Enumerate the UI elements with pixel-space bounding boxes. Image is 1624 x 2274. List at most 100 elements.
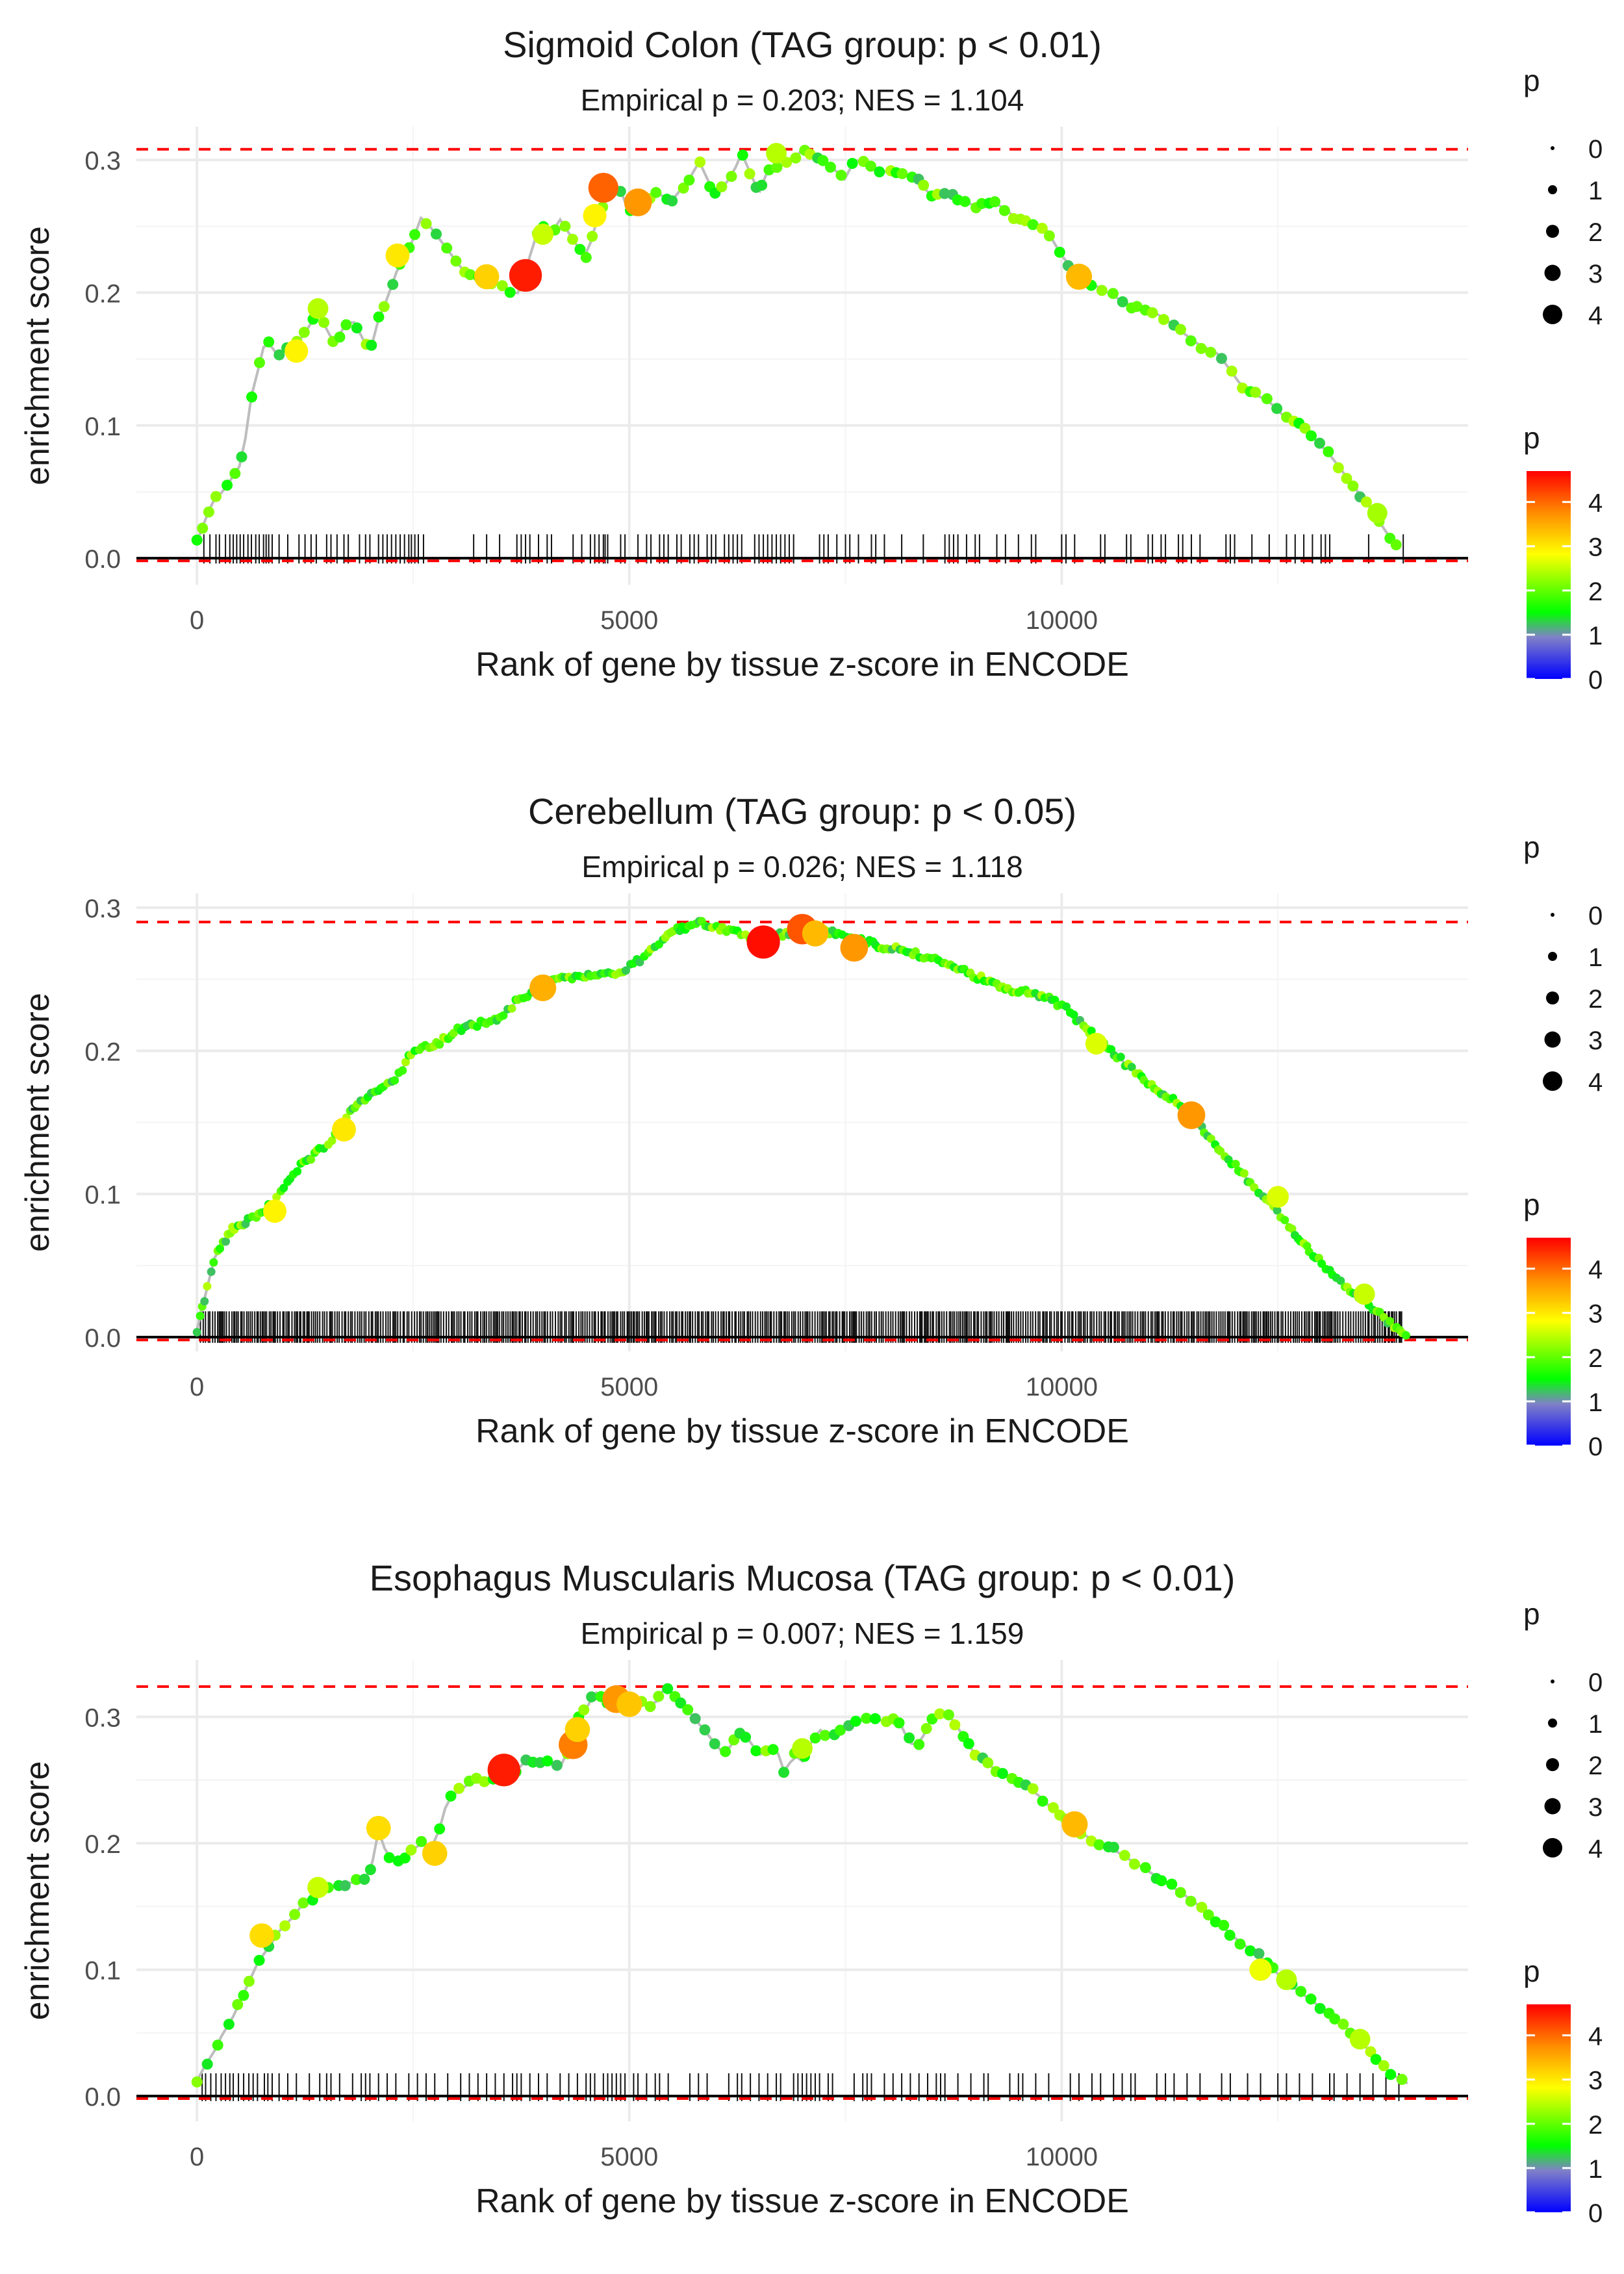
y-axis-label: enrichment score: [19, 1761, 57, 2021]
hit-point: [191, 534, 203, 546]
hit-point-large: [766, 142, 787, 164]
hit-point-large: [474, 264, 500, 290]
hit-point: [1288, 1224, 1297, 1233]
hit-point: [1037, 1795, 1048, 1807]
size-legend-title: p: [1523, 830, 1540, 864]
hit-point: [1314, 2002, 1326, 2014]
hit-point: [1205, 346, 1217, 358]
color-legend-label: 1: [1588, 1388, 1603, 1417]
x-axis-label: Rank of gene by tissue z-score in ENCODE: [476, 2182, 1129, 2220]
hit-point-large: [792, 1738, 813, 1759]
hit-point: [416, 1835, 427, 1847]
hit-point-large: [588, 172, 618, 203]
chart-subtitle: Empirical p = 0.007; NES = 1.159: [581, 1616, 1024, 1650]
hit-point: [1147, 307, 1158, 318]
hit-point: [824, 161, 836, 173]
hit-point: [943, 1709, 954, 1720]
y-tick-label: 0.2: [84, 1830, 121, 1859]
hit-point: [913, 1739, 925, 1750]
hit-point: [1253, 1948, 1265, 1960]
hit-points: [192, 913, 1410, 1340]
hit-point: [861, 1713, 872, 1724]
hit-point: [1271, 403, 1283, 415]
hit-point: [1185, 335, 1197, 347]
x-tick-label: 10000: [1026, 1373, 1098, 1401]
hit-point: [420, 218, 432, 229]
hit-point: [373, 311, 385, 323]
hit-point: [1306, 430, 1317, 442]
hit-point: [340, 319, 352, 331]
hit-point: [318, 316, 330, 328]
size-legend-label: 3: [1588, 260, 1603, 288]
hit-point: [1218, 1919, 1230, 1931]
hit-point: [790, 152, 802, 164]
size-legend-key: [1546, 225, 1559, 238]
hit-point: [431, 228, 442, 240]
running-es-line: [196, 921, 1408, 1336]
hit-point-large: [1085, 1032, 1108, 1055]
x-tick-label: 0: [190, 1373, 204, 1401]
hit-point: [409, 229, 420, 240]
hit-point: [1314, 437, 1325, 449]
hit-point: [1107, 288, 1119, 300]
size-legend-key: [1544, 264, 1561, 281]
hit-point-large: [624, 188, 652, 216]
hit-point: [1224, 1930, 1236, 1941]
hit-point: [1336, 1276, 1345, 1285]
y-tick-label: 0.1: [84, 1957, 121, 1986]
hit-point: [865, 160, 876, 172]
hit-point: [351, 1874, 362, 1885]
size-legend-key: [1543, 1838, 1562, 1858]
color-legend-title: p: [1523, 421, 1540, 455]
legend: p 0 1 2 3 4 p 0 1 2 3 4: [1523, 1597, 1603, 2228]
hit-point: [1174, 1887, 1186, 1898]
hit-point: [378, 301, 390, 313]
hit-point: [293, 1167, 302, 1176]
hit-point: [243, 1976, 255, 1987]
hit-point: [191, 2076, 203, 2088]
hit-point-large: [616, 1691, 642, 1717]
hit-point: [272, 1192, 281, 1201]
hit-point: [201, 2058, 213, 2070]
hit-point: [222, 479, 233, 491]
hit-point: [453, 1783, 465, 1794]
hit-point: [1175, 324, 1186, 335]
hit-point-large: [529, 974, 557, 1001]
hit-point: [1087, 1027, 1096, 1036]
hit-point: [383, 1852, 395, 1863]
chart-panel-3: Esophagus Muscularis Mucosa (TAG group: …: [19, 1557, 1603, 2228]
size-legend-label: 4: [1588, 301, 1603, 330]
y-tick-label: 0.1: [84, 1181, 121, 1210]
x-tick-label: 0: [190, 606, 204, 635]
color-legend-label: 2: [1588, 578, 1603, 606]
hit-point: [496, 280, 508, 292]
hit-point: [1036, 222, 1048, 234]
hit-point: [767, 1744, 779, 1756]
hit-point: [196, 1311, 205, 1320]
hit-point: [850, 1715, 861, 1727]
hit-point: [835, 170, 847, 181]
legend: p 0 1 2 3 4 p 0 1 2 3 4: [1523, 64, 1603, 695]
hit-point: [1295, 1986, 1307, 1997]
hit-point: [504, 287, 516, 298]
hit-point: [1054, 246, 1065, 258]
hit-point: [771, 162, 783, 173]
hit-point: [1386, 1317, 1395, 1325]
hit-point: [578, 1704, 590, 1716]
hit-point: [1062, 1002, 1071, 1011]
hit-point: [1156, 1875, 1167, 1887]
hit-point: [893, 1717, 905, 1729]
hit-point-large: [422, 1841, 448, 1866]
grid: [136, 1660, 1468, 2121]
y-tick-label: 0.3: [84, 895, 121, 923]
hit-point: [1370, 2054, 1382, 2065]
size-legend-key: [1548, 952, 1557, 961]
hit-point-large: [262, 1199, 287, 1223]
hit-points: [191, 142, 1402, 550]
size-legend-key: [1544, 1031, 1561, 1048]
hit-point: [307, 1155, 316, 1164]
hit-point: [246, 391, 257, 403]
hit-point: [1131, 301, 1143, 313]
hit-point: [479, 1776, 490, 1787]
